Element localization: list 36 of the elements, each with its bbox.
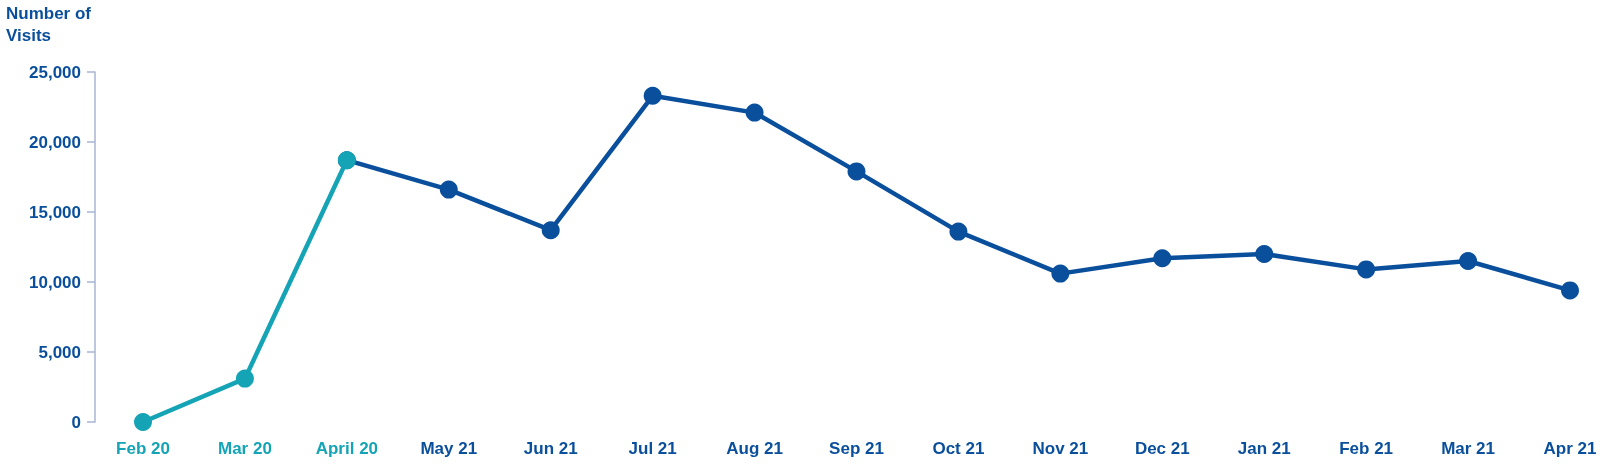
y-tick-label: 15,000	[29, 202, 81, 222]
point	[1255, 245, 1274, 263]
point	[134, 413, 152, 431]
x-tick-label: Apr 21	[1543, 439, 1597, 458]
x-tick-label: Mar 21	[1441, 439, 1496, 458]
x-tick-label: May 21	[420, 439, 478, 458]
point	[439, 180, 458, 199]
x-tick-label: Nov 21	[1032, 439, 1089, 458]
x-tick-label: Mar 20	[217, 439, 272, 458]
x-tick-label: Jun 21	[523, 439, 578, 458]
point	[1153, 249, 1172, 268]
x-tick-label: Jul 21	[628, 439, 677, 458]
x-tick-label: Feb 21	[1339, 439, 1394, 458]
point	[643, 86, 662, 105]
point	[745, 103, 764, 122]
point	[541, 221, 560, 240]
point	[949, 222, 968, 241]
x-tick-label: Feb 20	[116, 439, 170, 458]
y-tick-label: 20,000	[29, 132, 81, 152]
point	[1051, 264, 1070, 283]
x-tick-label: April 20	[315, 439, 379, 458]
x-tick-label: Aug 21	[726, 439, 783, 458]
point	[235, 369, 254, 388]
point	[1561, 281, 1579, 300]
y-axis-title: Number of Visits	[6, 3, 96, 45]
y-tick-label: 25,000	[29, 62, 81, 82]
x-tick-label: Oct 21	[932, 439, 985, 458]
point	[1357, 260, 1376, 279]
x-tick-label: Jan 21	[1237, 439, 1291, 458]
point	[1459, 252, 1478, 270]
point	[847, 162, 866, 181]
y-tick-label: 5,000	[38, 342, 81, 362]
x-tick-label: Dec 21	[1134, 439, 1190, 458]
y-tick-label: 0	[71, 412, 81, 432]
x-tick-label: Sep 21	[829, 439, 884, 458]
y-tick-label: 10,000	[29, 272, 81, 292]
